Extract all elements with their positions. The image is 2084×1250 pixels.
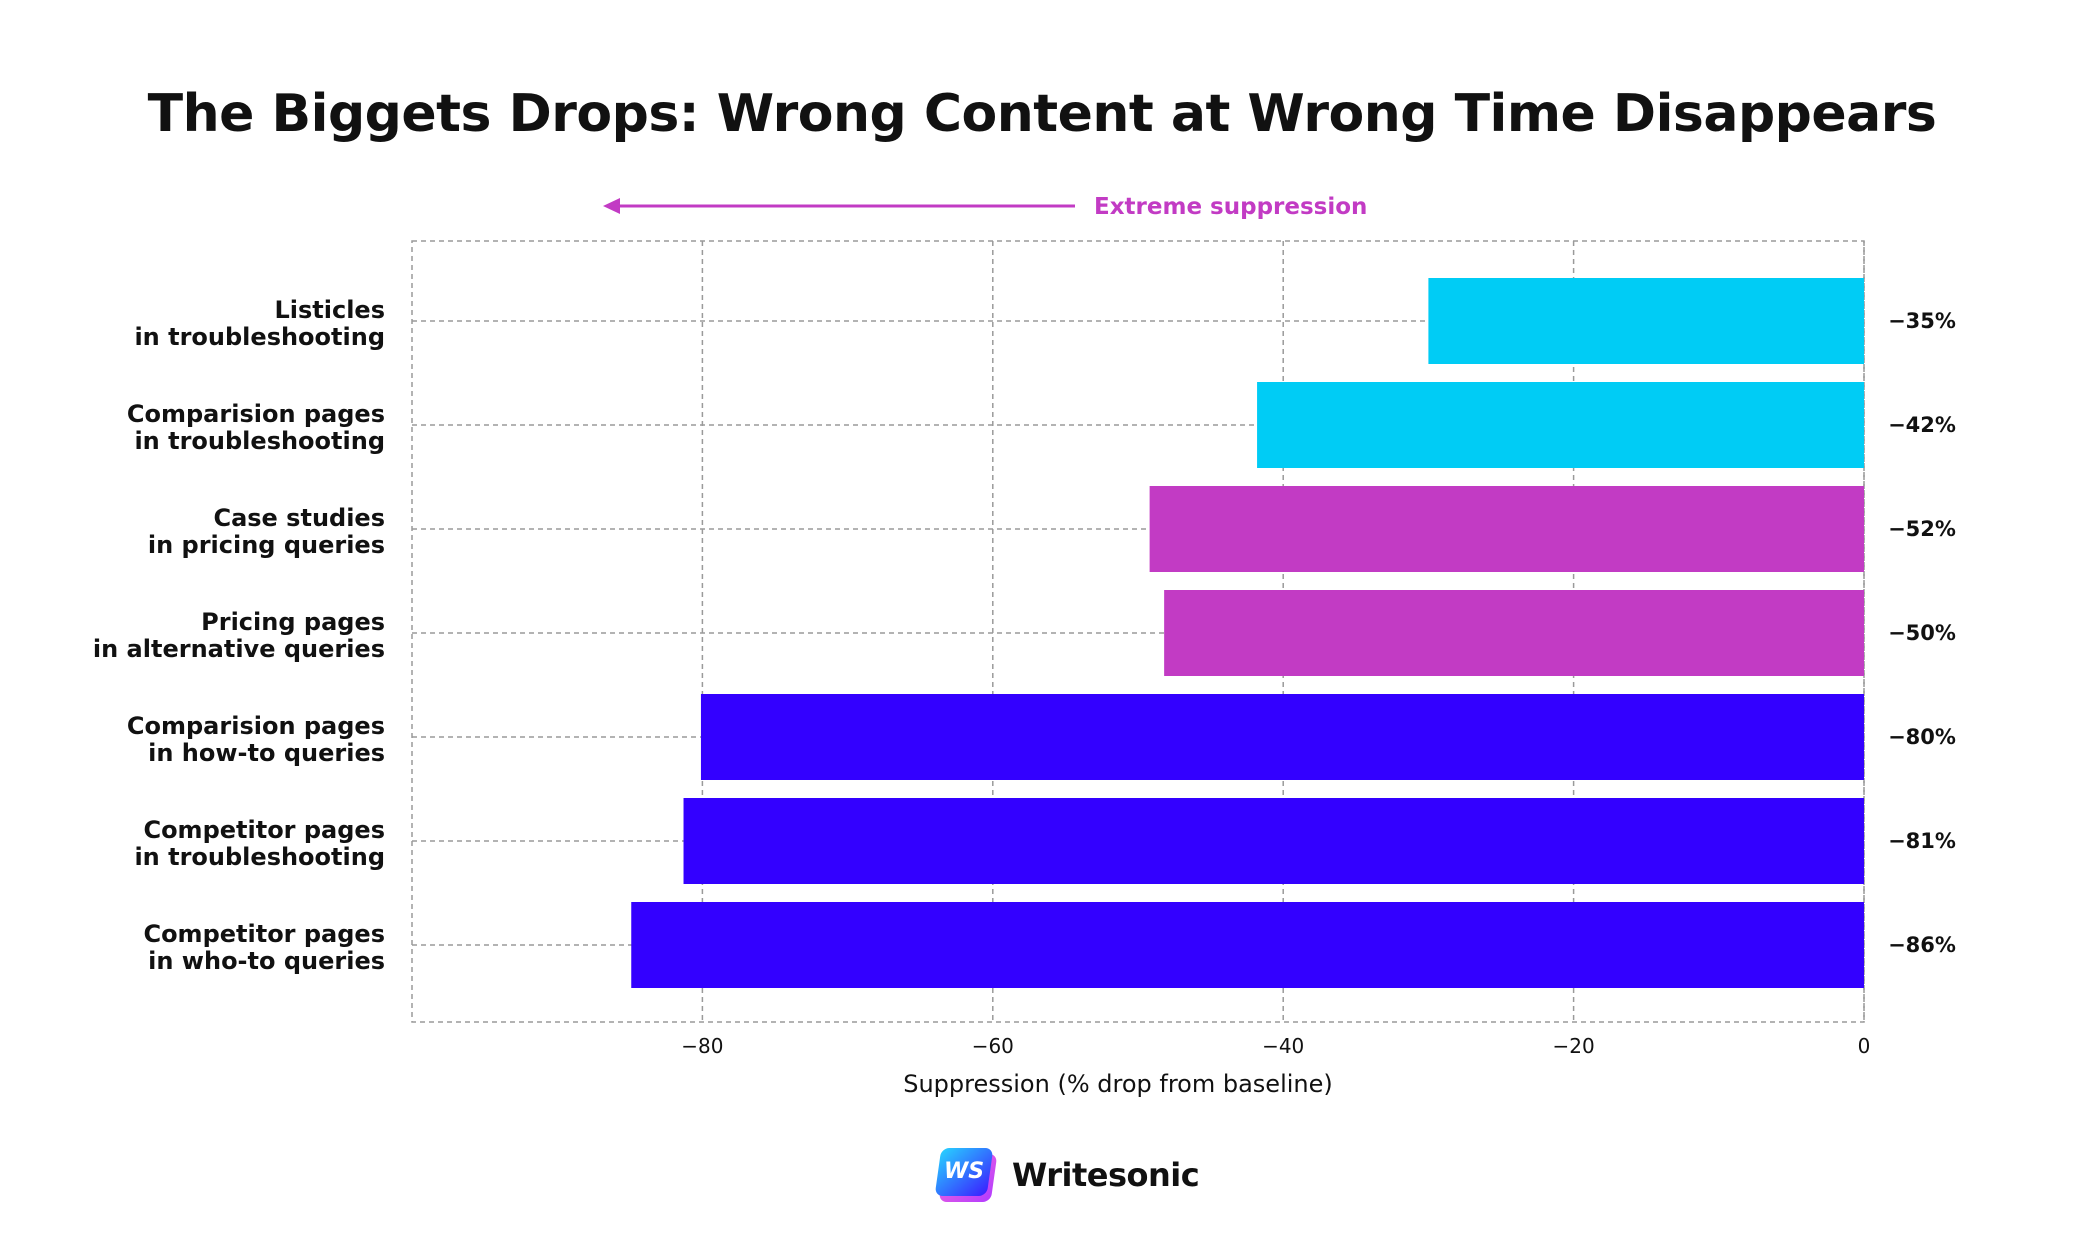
annotation: Extreme suppression: [603, 194, 1367, 220]
x-tick-label: −40: [1262, 1034, 1304, 1058]
value-label: −42%: [1888, 413, 1956, 437]
y-category-label: Competitor pages in who-to queries: [143, 920, 385, 975]
y-category-label: Listicles in troubleshooting: [134, 296, 385, 351]
y-category-label: Comparision pages in how-to queries: [127, 712, 385, 767]
y-category-label: Pricing pages in alternative queries: [93, 608, 385, 663]
value-label: −81%: [1888, 829, 1956, 853]
brand-logo-group: WS Writesonic: [934, 1145, 1200, 1205]
bars: [631, 278, 1865, 988]
writesonic-logo-icon: WS: [934, 1146, 998, 1204]
x-tick-label: −20: [1552, 1034, 1594, 1058]
bar: [1428, 278, 1864, 364]
y-category-label: Comparision pages in troubleshooting: [127, 400, 385, 455]
x-tick-label: 0: [1858, 1034, 1871, 1058]
value-label: −86%: [1888, 933, 1956, 957]
value-label: −52%: [1888, 517, 1956, 541]
labels: −80 −60 −40 −20 0 Listicles in troubleshooting…: [93, 296, 1956, 1098]
bar: [1164, 590, 1864, 676]
bar: [700, 694, 1864, 780]
x-axis-title: Suppression (% drop from baseline): [903, 1070, 1333, 1098]
arrow-left-icon: [603, 198, 620, 214]
bar: [1149, 486, 1864, 572]
bar: [631, 902, 1865, 988]
brand-name: Writesonic: [1012, 1156, 1200, 1194]
value-label: −50%: [1888, 621, 1956, 645]
brand-mark: WS: [943, 1159, 985, 1184]
chart-title: The Biggets Drops: Wrong Content at Wron…: [147, 84, 1937, 144]
y-category-label: Case studies in pricing queries: [148, 504, 385, 559]
x-tick-label: −80: [681, 1034, 723, 1058]
bar: [683, 798, 1865, 884]
annotation-label: Extreme suppression: [1094, 194, 1367, 220]
x-tick-label: −60: [972, 1034, 1014, 1058]
bar: [1257, 382, 1864, 468]
y-category-label: Competitor pages in troubleshooting: [134, 816, 385, 871]
value-label: −35%: [1888, 309, 1956, 333]
value-label: −80%: [1888, 725, 1956, 749]
